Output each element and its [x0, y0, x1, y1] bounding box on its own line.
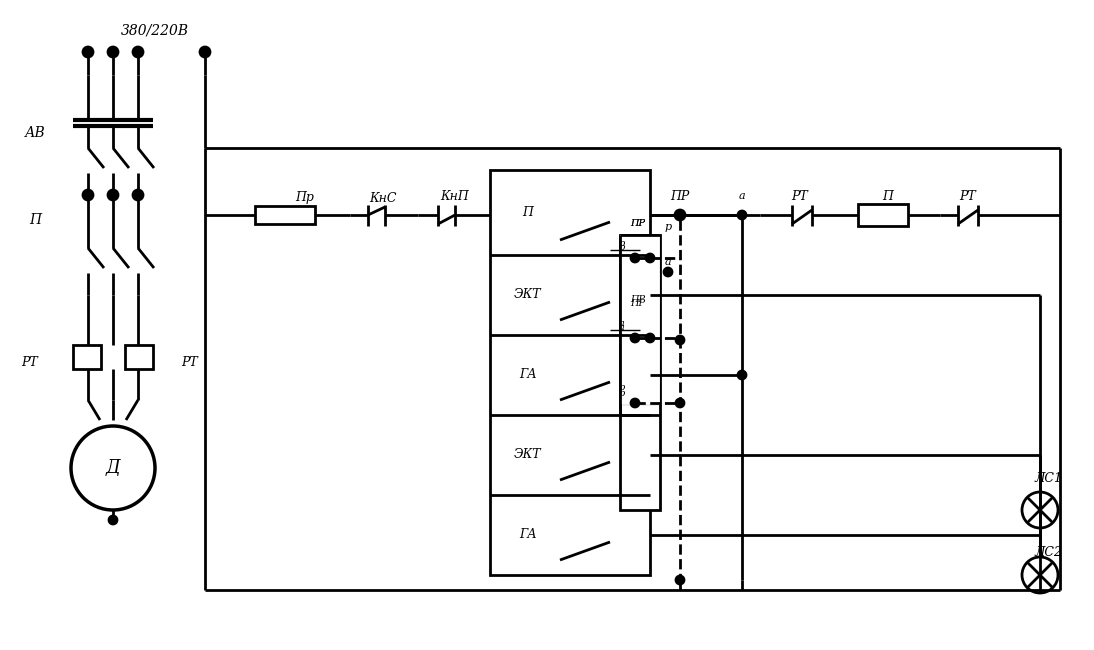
Bar — [125, 345, 153, 369]
Text: ЭКТ: ЭКТ — [514, 448, 542, 461]
Text: ЛС2: ЛС2 — [1034, 545, 1062, 558]
Text: р: р — [619, 242, 625, 252]
Text: р: р — [619, 389, 625, 398]
Text: 380/220В: 380/220В — [121, 23, 189, 37]
Text: ЭКТ: ЭКТ — [514, 289, 542, 302]
Circle shape — [645, 254, 654, 262]
Text: а: а — [665, 257, 672, 267]
Circle shape — [133, 47, 143, 57]
Circle shape — [631, 254, 639, 262]
Text: П: П — [28, 213, 42, 227]
Text: РТ: РТ — [22, 356, 38, 369]
Circle shape — [645, 334, 654, 342]
Text: РТ: РТ — [182, 356, 198, 369]
Text: КнС: КнС — [370, 192, 397, 205]
Circle shape — [108, 47, 118, 57]
Circle shape — [631, 334, 639, 342]
Circle shape — [83, 190, 93, 200]
Text: РТ: РТ — [959, 190, 976, 203]
Text: р: р — [664, 222, 672, 232]
Text: ЛС1: ЛС1 — [1034, 471, 1062, 484]
Text: р: р — [619, 384, 625, 393]
Bar — [620, 235, 660, 510]
Text: ГА: ГА — [520, 369, 537, 382]
Circle shape — [631, 254, 639, 262]
Circle shape — [133, 190, 143, 200]
Text: ГА: ГА — [520, 528, 537, 541]
Text: АВ: АВ — [25, 126, 45, 140]
Text: Д: Д — [106, 459, 120, 477]
Circle shape — [645, 334, 654, 342]
Bar — [490, 170, 650, 575]
Text: П: П — [523, 205, 534, 218]
Circle shape — [738, 211, 746, 219]
Circle shape — [675, 210, 685, 220]
Circle shape — [631, 399, 639, 407]
Circle shape — [676, 399, 684, 407]
Circle shape — [664, 268, 672, 276]
Circle shape — [109, 516, 117, 524]
Circle shape — [676, 576, 684, 584]
Text: Пр: Пр — [295, 192, 314, 205]
Bar — [255, 206, 315, 224]
Circle shape — [200, 47, 210, 57]
Bar — [620, 235, 660, 405]
Text: РТ: РТ — [792, 190, 808, 203]
Circle shape — [83, 47, 93, 57]
Circle shape — [108, 190, 118, 200]
Text: КнП: КнП — [441, 190, 469, 203]
Text: ПР: ПР — [630, 298, 645, 307]
Text: а: а — [619, 318, 625, 328]
Circle shape — [645, 254, 654, 262]
Circle shape — [676, 336, 684, 344]
Text: П: П — [883, 190, 894, 203]
Text: ПР: ПР — [630, 218, 645, 227]
Text: р: р — [619, 239, 625, 248]
Text: а: а — [738, 191, 745, 201]
Circle shape — [631, 334, 639, 342]
Circle shape — [631, 399, 639, 407]
Text: ПР: ПР — [630, 296, 645, 304]
Bar — [858, 204, 908, 226]
Bar — [73, 345, 101, 369]
Text: ПР: ПР — [671, 190, 689, 203]
Text: а: а — [619, 322, 625, 332]
Text: ПР: ПР — [630, 218, 645, 227]
Circle shape — [738, 371, 746, 379]
